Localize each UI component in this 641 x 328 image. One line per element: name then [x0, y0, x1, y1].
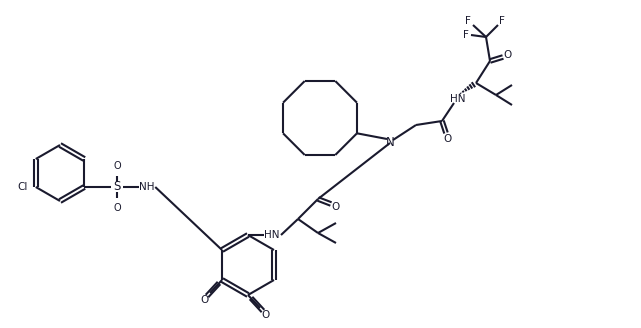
- Text: O: O: [113, 161, 121, 171]
- Text: O: O: [444, 134, 452, 144]
- Text: O: O: [113, 203, 121, 213]
- Text: N: N: [386, 136, 394, 150]
- Text: F: F: [465, 16, 471, 26]
- Text: O: O: [200, 295, 208, 305]
- Text: O: O: [504, 50, 512, 60]
- Text: S: S: [113, 180, 121, 194]
- Text: Cl: Cl: [17, 182, 28, 192]
- Text: HN: HN: [450, 94, 466, 104]
- Text: F: F: [463, 30, 469, 40]
- Text: HN: HN: [264, 230, 279, 240]
- Text: O: O: [332, 202, 340, 212]
- Text: F: F: [499, 16, 505, 26]
- Text: NH: NH: [140, 182, 155, 192]
- Text: O: O: [262, 310, 270, 320]
